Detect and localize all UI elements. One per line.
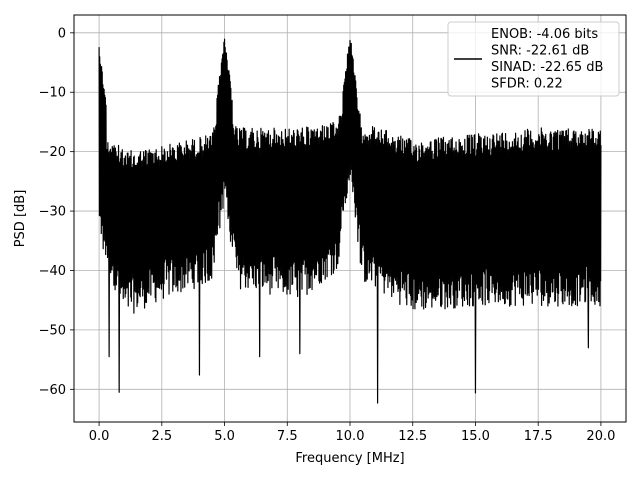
x-tick-label: 12.5 (398, 429, 427, 444)
legend-box (447, 21, 620, 97)
y-tick-label: −30 (39, 205, 66, 220)
legend: ENOB: -4.06 bits SNR: -22.61 dB SINAD: -… (447, 21, 620, 97)
x-tick-label: 5.0 (214, 429, 235, 444)
x-tick-label: 15.0 (461, 429, 490, 444)
y-tick-label: 0 (58, 26, 66, 41)
legend-entry-snr: SNR: -22.61 dB (491, 44, 589, 59)
x-tick-label: 2.5 (151, 429, 172, 444)
y-axis-label: PSD [dB] (13, 190, 28, 248)
x-tick-label: 17.5 (524, 429, 553, 444)
legend-entry-sfdr: SFDR: 0.22 (491, 77, 563, 92)
y-tick-label: −60 (39, 383, 66, 398)
y-tick-label: −10 (39, 86, 66, 101)
x-tick-label: 7.5 (277, 429, 298, 444)
y-axis: 0 −10 −20 −30 −40 −50 −60 (39, 26, 74, 398)
legend-entry-enob: ENOB: -4.06 bits (491, 27, 598, 42)
x-tick-label: 10.0 (336, 429, 365, 444)
x-tick-label: 0.0 (89, 429, 110, 444)
psd-line (98, 38, 602, 404)
x-tick-label: 20.0 (586, 429, 615, 444)
y-tick-label: −50 (39, 323, 66, 338)
x-axis-label: Frequency [MHz] (295, 451, 404, 466)
psd-series-line (98, 38, 602, 404)
x-axis: 0.0 2.5 5.0 7.5 10.0 12.5 15.0 17.5 20.0 (89, 422, 615, 444)
y-tick-label: −40 (39, 264, 66, 279)
y-tick-label: −20 (39, 145, 66, 160)
legend-entry-sinad: SINAD: -22.65 dB (491, 60, 603, 75)
